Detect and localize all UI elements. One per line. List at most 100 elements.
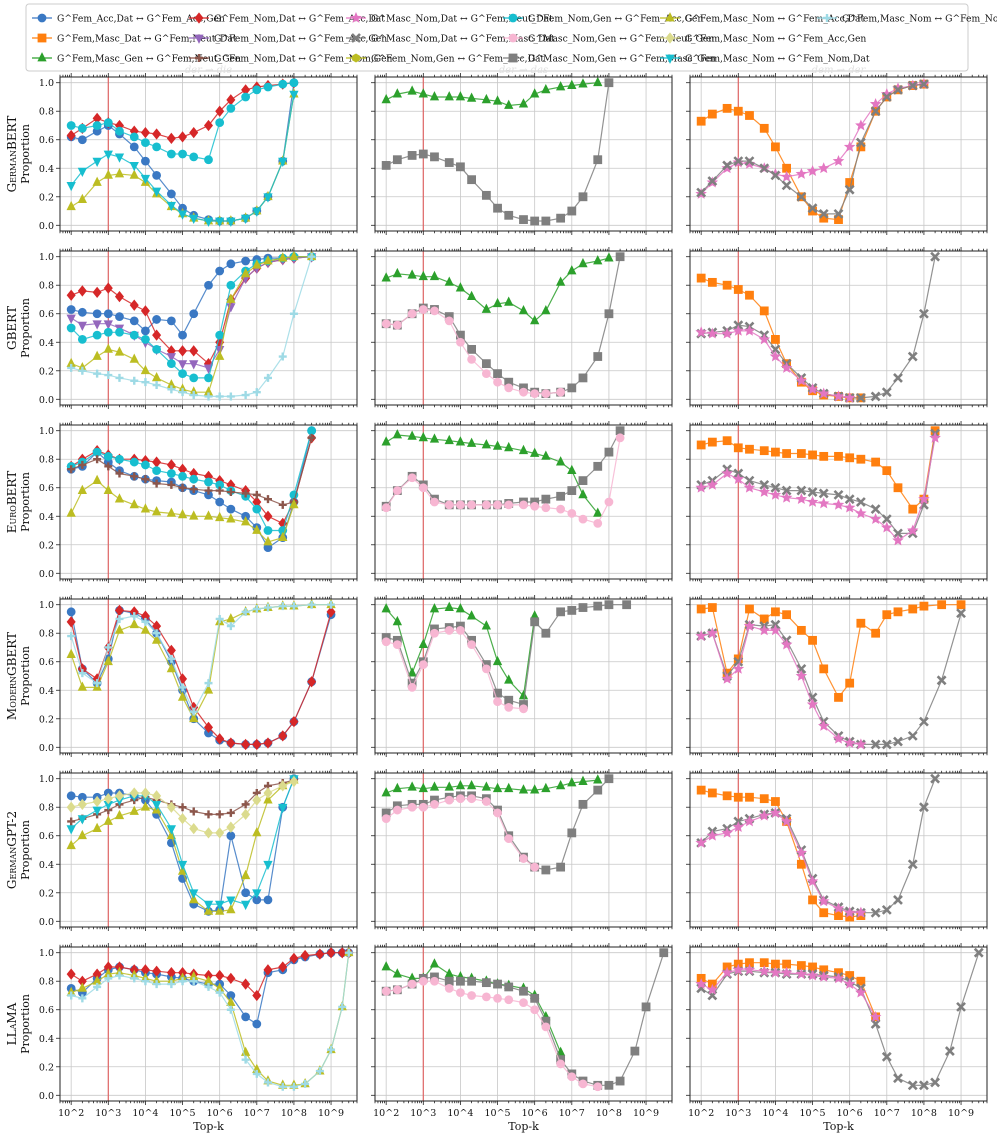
data-point — [240, 900, 251, 911]
data-point — [504, 210, 514, 220]
data-point — [456, 794, 465, 804]
data-point — [263, 737, 273, 749]
data-point — [519, 387, 528, 397]
grid — [375, 947, 672, 1101]
y-tick-label: 0.2 — [39, 1062, 54, 1073]
row-label-moderngbert: ModernGBERT Proportion — [5, 632, 32, 720]
data-point — [856, 454, 866, 464]
series-g-fem-masc-dat-g-fem-neut-dat — [696, 273, 866, 403]
data-point — [429, 603, 440, 613]
data-point — [759, 794, 769, 804]
data-point — [881, 387, 892, 398]
data-point — [289, 775, 299, 788]
data-point — [226, 737, 236, 749]
data-point — [806, 969, 819, 981]
data-point — [758, 809, 770, 821]
data-point — [733, 443, 743, 453]
data-point — [141, 326, 150, 336]
data-point — [189, 345, 199, 357]
data-point — [907, 524, 919, 536]
plot-area — [66, 251, 317, 401]
data-point — [152, 629, 161, 638]
panel-germangpt-2-1: 0.0 0.2 0.4 0.6 0.8 1.0 — [39, 769, 358, 931]
data-point — [870, 504, 881, 515]
data-point — [843, 391, 856, 403]
data-point — [882, 610, 892, 620]
legend-label: G^Fem,Masc_Nom ↔ G^Fem_Acc,Dat — [685, 14, 864, 25]
x-axis — [374, 421, 673, 583]
data-point — [166, 825, 177, 835]
y-axis-label: Proportion — [19, 820, 32, 880]
data-point — [114, 290, 124, 303]
legend-item: G^Fem,Masc_Nom ↔ G^Fem_Nom,Dat — [660, 54, 870, 65]
data-point — [92, 330, 102, 340]
row-label: GermanBERT — [5, 116, 19, 193]
data-point — [215, 511, 225, 522]
data-point — [226, 903, 236, 914]
data-point — [115, 373, 124, 382]
data-point — [907, 351, 918, 362]
axes-frame — [374, 772, 673, 928]
data-point — [93, 369, 102, 378]
series-g-fem-masc-gen-g-fem-neut-gen — [381, 77, 603, 109]
plot-area — [66, 426, 317, 553]
panel-eurobert-2 — [371, 421, 673, 583]
data-point — [844, 494, 855, 505]
data-point — [530, 314, 540, 325]
legend-label: G^Masc_Nom,Gen ↔ G^Fem,Masc_Gen — [528, 54, 716, 65]
data-point — [263, 603, 272, 612]
x-axis-label: Top-k — [193, 1120, 224, 1133]
grid — [60, 425, 357, 579]
y-tick-label: 1.0 — [39, 774, 54, 785]
data-point — [226, 504, 236, 514]
data-point — [481, 664, 491, 674]
data-point — [178, 683, 187, 692]
data-point — [66, 200, 76, 211]
data-point — [722, 160, 733, 171]
data-point — [166, 359, 176, 369]
legend-marker — [665, 54, 675, 64]
data-point — [818, 162, 830, 174]
data-point — [745, 111, 754, 120]
data-point — [504, 702, 514, 712]
y-tick-label: 1.0 — [39, 948, 54, 959]
data-point — [381, 272, 391, 282]
data-point — [407, 667, 417, 677]
data-point — [780, 815, 793, 827]
data-point — [578, 775, 588, 785]
data-point — [706, 983, 719, 995]
data-point — [418, 802, 428, 812]
data-point — [226, 996, 236, 1007]
data-point — [929, 431, 941, 443]
data-point — [493, 697, 502, 707]
data-point — [855, 392, 866, 403]
data-point — [930, 251, 941, 262]
data-point — [241, 1012, 251, 1022]
data-point — [129, 618, 139, 629]
data-point — [444, 795, 454, 805]
data-point — [189, 889, 199, 899]
data-point — [696, 785, 706, 795]
data-point — [567, 464, 577, 475]
axes-frame — [689, 76, 988, 232]
data-point — [418, 976, 428, 986]
series-line — [385, 82, 598, 107]
data-point — [481, 797, 491, 806]
data-point — [832, 498, 845, 510]
data-point — [252, 738, 262, 751]
row-label-eurobert: EuroBERT Proportion — [5, 471, 32, 534]
y-tick-label: 0.6 — [39, 309, 54, 320]
data-point — [541, 494, 551, 504]
data-point — [392, 805, 402, 815]
data-point — [263, 82, 273, 92]
data-point — [178, 803, 187, 812]
data-point — [518, 98, 529, 108]
data-point — [541, 304, 551, 315]
data-point — [114, 346, 125, 356]
data-point — [604, 1080, 614, 1090]
data-point — [493, 688, 502, 698]
data-point — [541, 628, 551, 638]
y-tick-label: 1.0 — [39, 78, 54, 89]
data-point — [781, 485, 792, 496]
data-point — [466, 779, 477, 790]
